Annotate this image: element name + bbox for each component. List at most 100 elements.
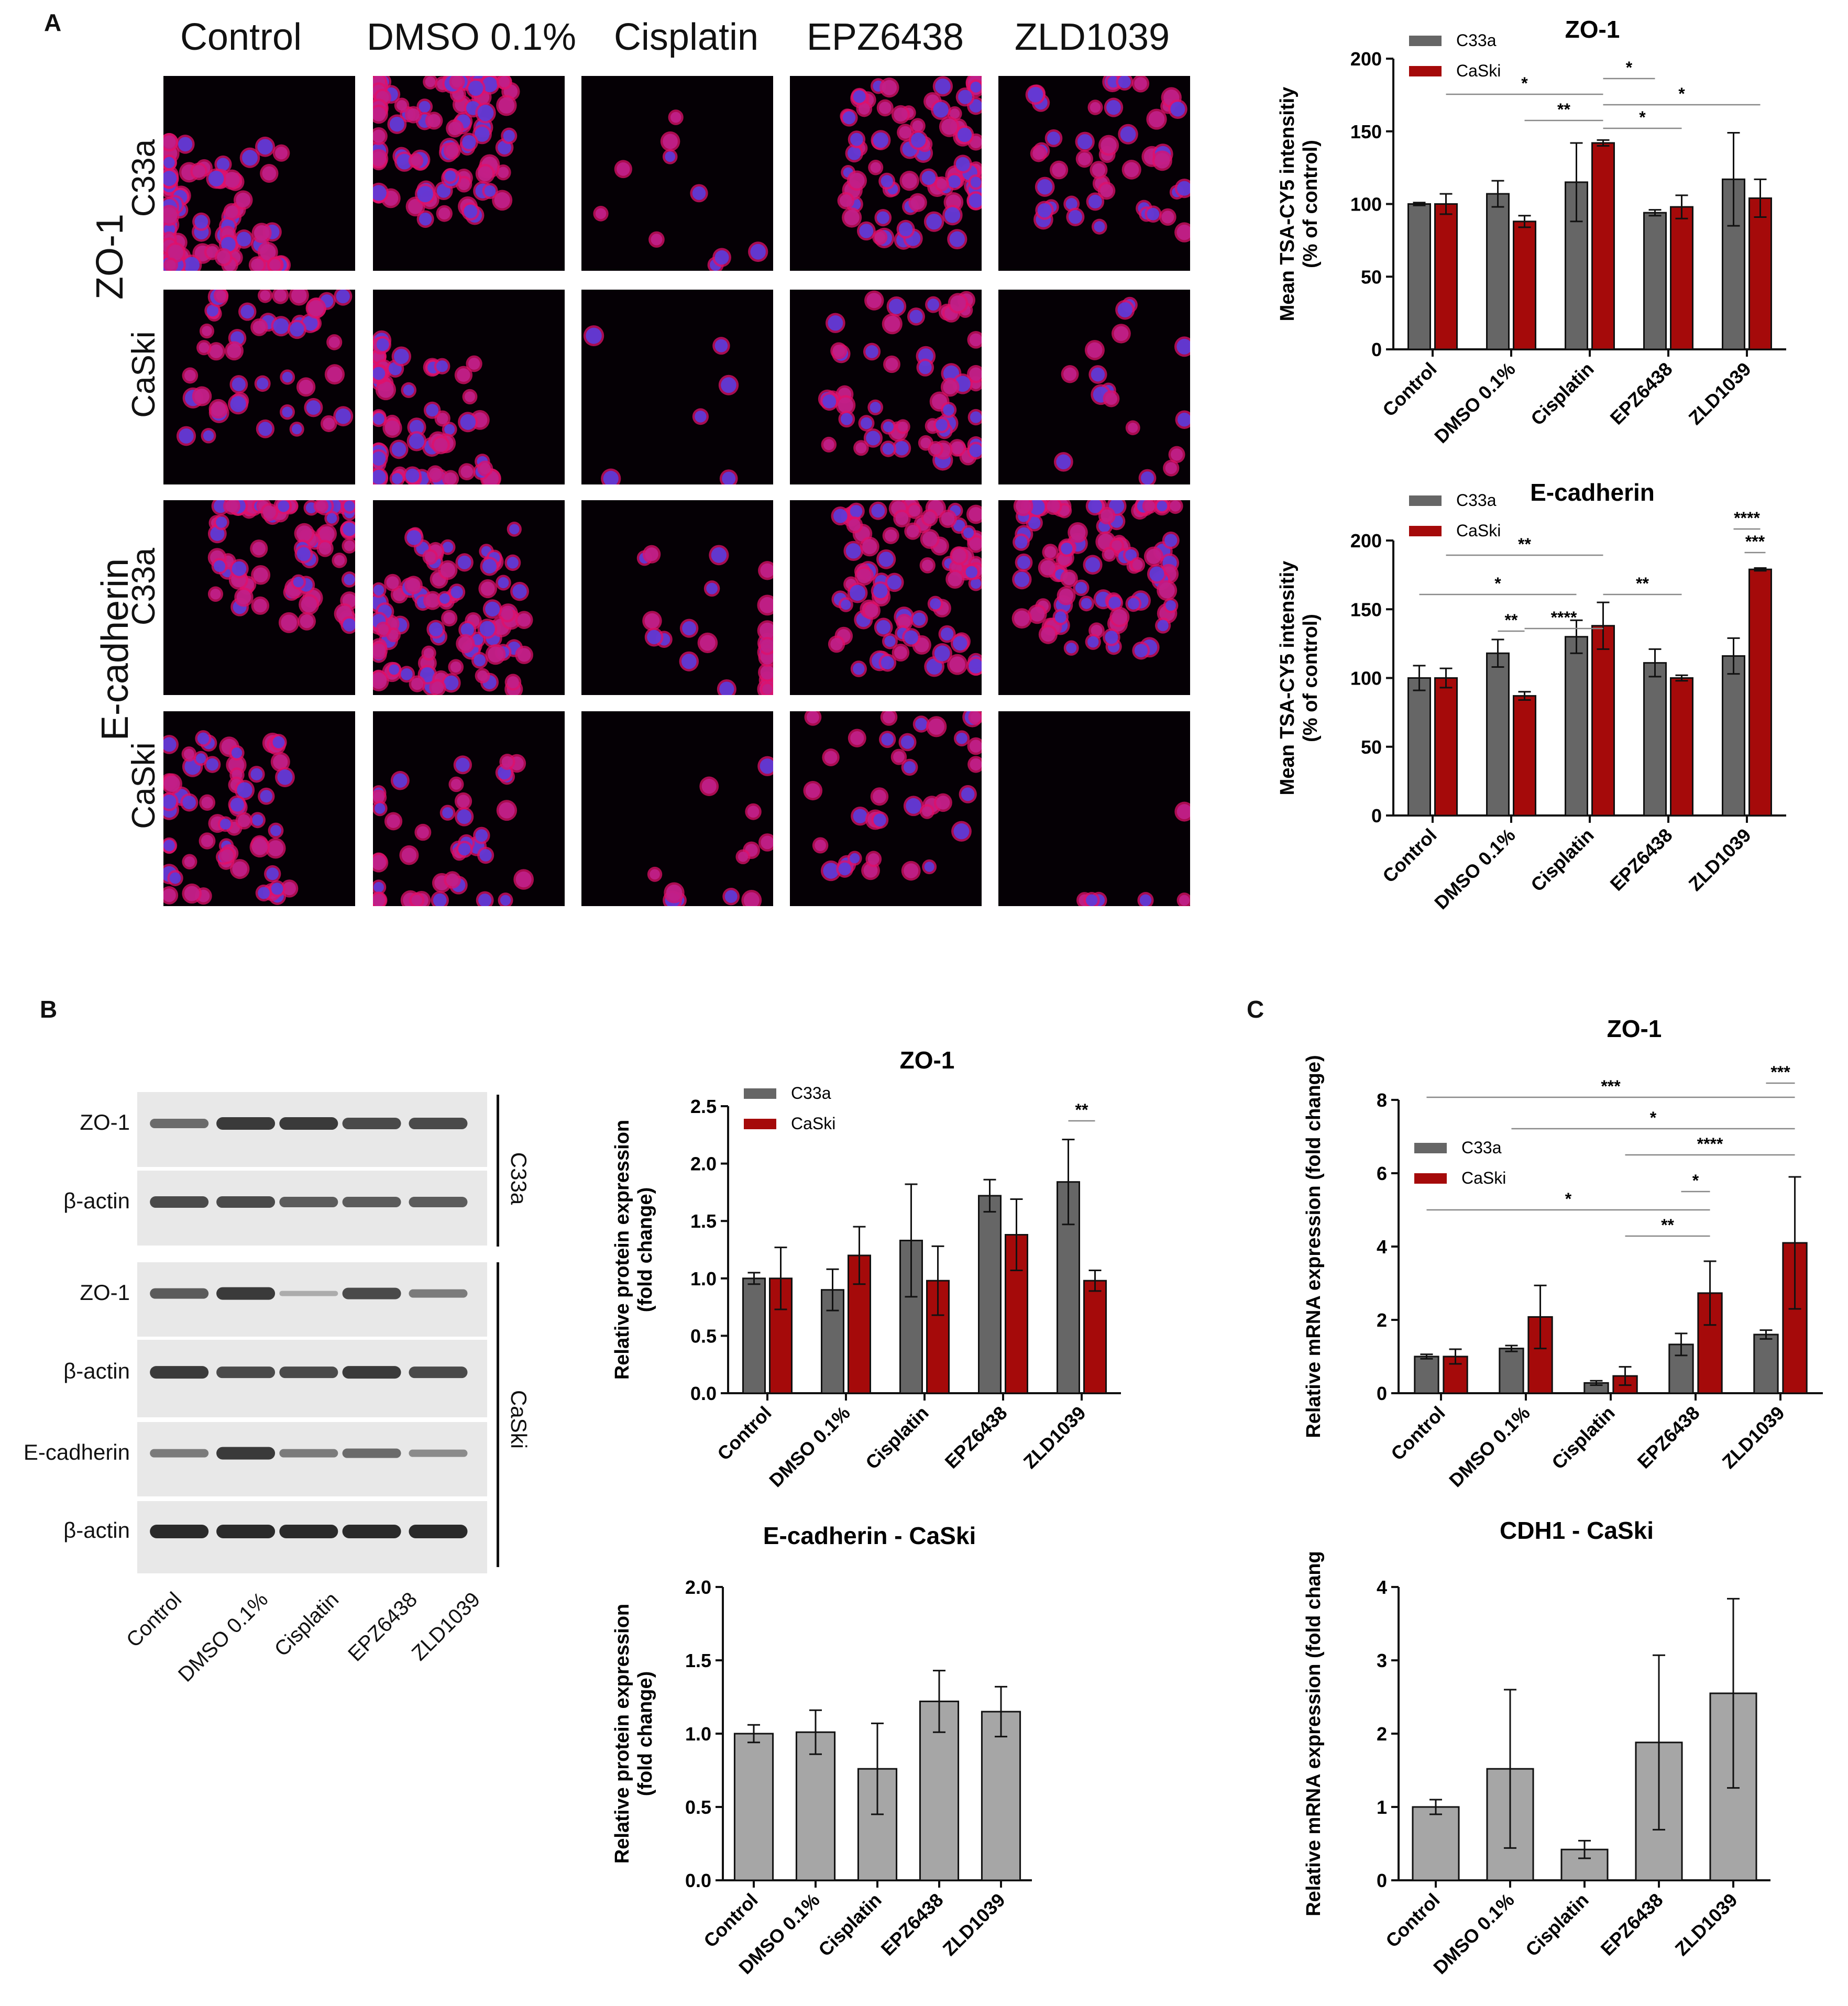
y-tick-label: 1 xyxy=(1377,1796,1387,1818)
significance-label: * xyxy=(1650,1108,1657,1127)
legend-label: CaSki xyxy=(1456,521,1501,540)
x-tick-label: Control xyxy=(1378,358,1440,421)
significance-label: ** xyxy=(1518,535,1531,554)
y-tick-label: 0 xyxy=(1377,1383,1387,1404)
x-tick-label: Control xyxy=(1387,1402,1449,1464)
significance-label: * xyxy=(1565,1189,1572,1208)
wb-band xyxy=(409,1366,468,1379)
wb-band xyxy=(150,1288,209,1299)
legend-swatch xyxy=(1409,495,1442,506)
wb-strip xyxy=(137,1340,487,1417)
y-tick-label: 4 xyxy=(1377,1577,1387,1598)
wb-band xyxy=(342,1524,401,1538)
micrograph-tile xyxy=(998,500,1190,695)
wb-bracket-caski xyxy=(497,1262,499,1567)
bar xyxy=(978,1195,1002,1394)
wb-band xyxy=(216,1287,276,1300)
significance-label: ** xyxy=(1661,1216,1674,1235)
legend-label: C33a xyxy=(1456,491,1497,510)
x-tick-label: Cisplatin xyxy=(1547,1402,1619,1473)
y-axis-label: Relative mRNA expression (fold change) xyxy=(1303,1055,1325,1438)
bar xyxy=(899,1239,923,1394)
wb-band xyxy=(216,1366,276,1379)
x-tick-label: DMSO 0.1% xyxy=(1430,824,1519,913)
wb-strip xyxy=(137,1422,487,1496)
micro-row-c33a-zo1: C33a xyxy=(126,139,162,217)
significance-label: **** xyxy=(1697,1134,1723,1153)
significance-label: *** xyxy=(1601,1077,1621,1096)
wb-band xyxy=(279,1449,338,1458)
wb-row-label: β-actin xyxy=(63,1517,130,1542)
wb-strip xyxy=(137,1092,487,1167)
significance-label: ** xyxy=(1505,611,1518,630)
bar xyxy=(1434,203,1458,350)
significance-label: * xyxy=(1494,574,1501,593)
wb-band xyxy=(342,1366,401,1379)
panel-letter-a: A xyxy=(44,9,62,36)
wb-band xyxy=(150,1196,209,1208)
micrograph-tile xyxy=(790,76,982,271)
micro-column-cisplatin: Cisplatin xyxy=(613,16,759,58)
micro-column-control: Control xyxy=(180,16,302,58)
y-tick-label: 0.5 xyxy=(690,1325,717,1347)
wb-bracket-c33a xyxy=(497,1095,499,1247)
legend-swatch xyxy=(744,1088,776,1099)
x-tick-label: Control xyxy=(1378,824,1440,887)
y-tick-label: 200 xyxy=(1350,530,1382,552)
significance-label: *** xyxy=(1770,1063,1790,1082)
x-tick-label: Cisplatin xyxy=(861,1402,932,1473)
micrograph-tile xyxy=(581,290,773,484)
micro-row-caski-zo1: CaSki xyxy=(126,331,162,418)
bar xyxy=(981,1711,1021,1881)
bar xyxy=(1670,677,1693,817)
micrograph-tile xyxy=(790,711,982,906)
y-tick-label: 1.5 xyxy=(685,1650,711,1671)
wb-row-label: β-actin xyxy=(63,1359,130,1384)
micro-row-c33a-ecad: C33a xyxy=(126,547,162,626)
y-tick-label: 150 xyxy=(1350,121,1382,142)
bar xyxy=(1748,197,1772,350)
y-tick-label: 2.5 xyxy=(690,1096,717,1117)
y-tick-label: 0.5 xyxy=(685,1796,711,1818)
y-tick-label: 0.0 xyxy=(685,1870,711,1891)
legend-swatch xyxy=(1409,66,1442,76)
wb-strip xyxy=(137,1501,487,1573)
wb-band xyxy=(342,1118,401,1130)
wb-band xyxy=(279,1197,338,1208)
wb-strip xyxy=(137,1171,487,1246)
y-tick-label: 1.0 xyxy=(685,1723,711,1745)
wb-band xyxy=(409,1197,468,1208)
x-tick-label: Cisplatin xyxy=(1526,358,1598,429)
wb-band xyxy=(150,1449,209,1458)
wb-band xyxy=(279,1366,338,1379)
significance-label: *** xyxy=(1745,532,1765,551)
y-tick-label: 6 xyxy=(1377,1163,1387,1184)
x-tick-label: ZLD1039 xyxy=(1019,1402,1090,1473)
significance-label: ** xyxy=(1557,100,1570,119)
wb-band xyxy=(150,1366,209,1379)
micrograph-tile xyxy=(163,711,355,906)
y-tick-label: 200 xyxy=(1350,48,1382,70)
y-axis-label: (fold change) xyxy=(634,1187,656,1313)
chart-a-zo1: ZO-1 Mean TSA-CY5 intensitiy (% of control… xyxy=(1277,16,1786,447)
legend-label: C33a xyxy=(791,1084,831,1103)
bar xyxy=(1748,568,1772,817)
wb-band xyxy=(409,1449,468,1457)
wb-band xyxy=(150,1119,209,1129)
bar xyxy=(1407,677,1431,817)
legend-swatch xyxy=(1414,1143,1447,1153)
chart-title: ZO-1 xyxy=(1565,16,1620,43)
y-tick-label: 2 xyxy=(1377,1723,1387,1745)
bar xyxy=(1083,1280,1107,1394)
micrograph-tile xyxy=(373,711,565,906)
legend-label: C33a xyxy=(1461,1138,1502,1157)
x-tick-label: EPZ6438 xyxy=(877,1889,948,1960)
significance-label: **** xyxy=(1734,509,1760,527)
micro-stain-zo1: ZO-1 xyxy=(89,214,131,300)
bar xyxy=(1643,662,1667,817)
micrograph-tile xyxy=(373,500,565,695)
y-axis-label: (% of control) xyxy=(1300,140,1322,268)
bar xyxy=(1643,212,1667,350)
micrograph-tile xyxy=(790,290,982,484)
significance-label: * xyxy=(1626,58,1633,77)
